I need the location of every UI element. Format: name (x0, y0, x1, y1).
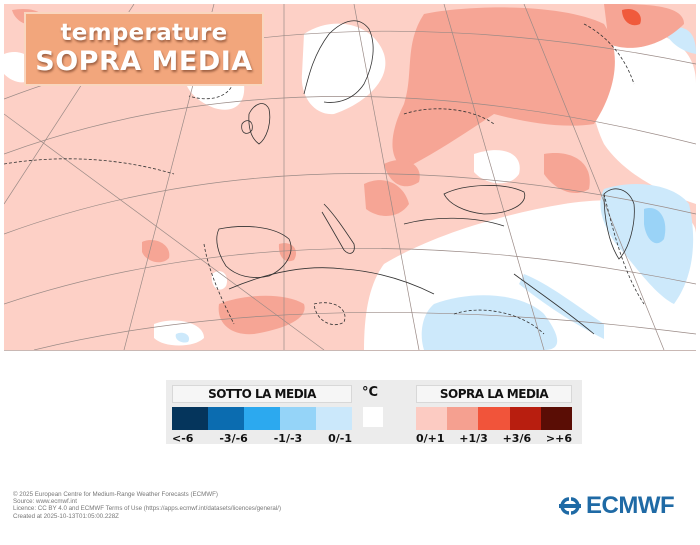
ecmwf-logo: ECMWF (557, 492, 675, 520)
legend-label: 0/+1 (416, 432, 445, 445)
warm-area-russia (392, 7, 615, 169)
coast-turkey (403, 217, 505, 227)
warm-area-sahara (218, 295, 305, 335)
legend-label: +1/3 (459, 432, 488, 445)
legend-below-swatches (172, 407, 352, 430)
credits-source: Source: www.ecmwf.int (13, 498, 77, 506)
legend-below-average: SOTTO LA MEDIA <-6 -3/-6 -1/-3 0/-1 (172, 385, 352, 445)
coast-red-sea (513, 273, 595, 335)
credits-licence: Licence: CC BY 4.0 and ECMWF Terms of Us… (13, 505, 282, 513)
neutral-area-russia-east (588, 30, 696, 205)
legend-above-labels: 0/+1 +1/3 +3/6 >+6 (416, 432, 572, 445)
below-average-areas-darker (644, 208, 666, 244)
legend-below-labels: <-6 -3/-6 -1/-3 0/-1 (172, 432, 352, 445)
legend-label: -3/-6 (219, 432, 248, 445)
warm-area-atlantic (142, 239, 170, 263)
coast-iberia (216, 226, 292, 278)
swatch-neutral (363, 407, 383, 427)
below-average-areas (175, 27, 696, 350)
ecmwf-wave-icon (559, 497, 581, 515)
swatch-above-6 (540, 407, 573, 430)
warm-area-kazakhstan (544, 153, 590, 194)
credits-created: Created at 2025-10-13T01:05:00.228Z (13, 512, 119, 520)
temperature-anomaly-map: temperature SOPRA MEDIA (4, 4, 696, 351)
logo-text: ECMWF (586, 492, 675, 519)
legend-unit: °C (362, 385, 379, 400)
legend-label: +3/6 (502, 432, 532, 445)
credits-block: © 2025 European Centre for Medium-Range … (13, 491, 281, 520)
legend-label: <-6 (172, 432, 194, 445)
neutral-area-scandinavia (301, 23, 386, 115)
legend-above-average: SOPRA LA MEDIA 0/+1 +1/3 +3/6 >+6 (416, 385, 573, 445)
warm-area-spain-east (278, 243, 297, 262)
warm-area-balkans (364, 180, 409, 216)
coast-caspian (603, 188, 635, 260)
legend-label: 0/-1 (328, 432, 352, 445)
below-area-caspian (600, 184, 694, 304)
coast-uk (248, 103, 271, 145)
coast-scandinavia (303, 20, 374, 103)
coastlines (216, 20, 635, 335)
swatch-below-0-1 (316, 407, 352, 430)
coast-ireland (241, 120, 253, 134)
above-3-6-areas (622, 8, 641, 26)
below-area-arabia (421, 295, 558, 350)
swatch-above-1-3 (447, 407, 479, 430)
below-area-red-sea (519, 274, 604, 339)
swatch-below-3-6 (208, 407, 244, 430)
coast-north-africa (228, 267, 435, 295)
hot-area-northeast (622, 8, 641, 26)
below-area-caspian-core (644, 208, 666, 244)
map-canvas (4, 4, 696, 350)
coast-black-sea (443, 185, 526, 215)
swatch-below-0-1-dark (280, 407, 316, 430)
swatch-below-6 (172, 407, 208, 430)
coast-italy (321, 203, 355, 254)
warm-area-west-russia-2 (384, 160, 420, 187)
swatch-above-3-6 (478, 407, 510, 430)
swatch-below-1-3 (244, 407, 280, 430)
swatch-above-6-dark (509, 407, 541, 430)
legend-above-header: SOPRA LA MEDIA (416, 385, 572, 403)
color-legend: SOTTO LA MEDIA <-6 -3/-6 -1/-3 0/-1 °C S… (166, 380, 582, 445)
legend-label: -1/-3 (273, 432, 303, 445)
title-line2: SOPRA MEDIA (35, 46, 253, 77)
credits-copyright: © 2025 European Centre for Medium-Range … (13, 491, 218, 498)
below-area-canary-small (175, 332, 190, 343)
swatch-above-0-1 (416, 407, 448, 430)
legend-above-swatches (416, 407, 573, 430)
legend-below-header: SOTTO LA MEDIA (172, 385, 352, 403)
neutral-area-black-sea (474, 150, 520, 184)
legend-label: >+6 (545, 432, 572, 445)
title-line1: temperature (60, 20, 228, 46)
title-banner: temperature SOPRA MEDIA (24, 12, 264, 86)
